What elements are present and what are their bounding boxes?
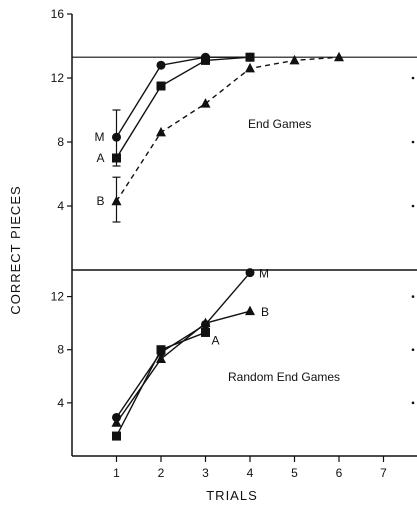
data-point-square xyxy=(156,345,166,355)
data-point-triangle xyxy=(200,98,211,108)
y-tick-label: 8 xyxy=(57,343,64,357)
data-point-circle xyxy=(112,132,121,142)
series-label: B xyxy=(261,305,269,319)
x-tick-label: 5 xyxy=(291,466,298,480)
series-M: M xyxy=(95,52,255,167)
data-point-square xyxy=(112,431,121,441)
x-tick-label: 2 xyxy=(158,466,165,480)
panel-annotation: End Games xyxy=(248,117,311,131)
panel-annotation: Random End Games xyxy=(228,370,340,384)
x-axis: 1 2 3 4 5 6 7 xyxy=(113,456,387,480)
edge-dot xyxy=(411,204,415,208)
x-tick-label: 1 xyxy=(113,466,120,480)
series-line xyxy=(115,56,340,202)
x-tick-label: 7 xyxy=(380,466,387,480)
y-tick-label: 8 xyxy=(57,135,64,149)
y-tick-label: 4 xyxy=(57,199,64,213)
series-label: M xyxy=(95,130,105,144)
series-B: B xyxy=(111,305,269,427)
edge-dot xyxy=(411,348,415,352)
x-tick-label: 4 xyxy=(247,466,254,480)
data-point-square xyxy=(201,55,210,65)
data-point-triangle xyxy=(156,126,166,137)
panel-random-end-games: 4 8 12 M A B Random End Games xyxy=(51,267,415,441)
x-axis-label: TRIALS xyxy=(206,488,258,503)
series-label: A xyxy=(212,333,220,347)
series-line xyxy=(115,56,250,138)
series-label: B xyxy=(96,194,104,208)
x-tick-label: 3 xyxy=(202,466,209,480)
data-point-triangle xyxy=(245,62,255,73)
data-point-circle xyxy=(156,60,166,70)
series-B: B xyxy=(96,51,344,223)
series-A: A xyxy=(96,52,255,165)
series-label: A xyxy=(96,151,104,165)
data-point-triangle xyxy=(200,317,211,328)
data-point-triangle xyxy=(245,305,255,316)
series-line xyxy=(115,272,251,418)
data-point-square xyxy=(112,153,121,163)
data-point-triangle xyxy=(111,417,122,427)
y-tick-label: 4 xyxy=(57,396,64,410)
data-point-square xyxy=(201,327,210,337)
data-point-square xyxy=(245,52,255,62)
series-label: M xyxy=(259,267,269,281)
y-tick-label: 12 xyxy=(51,71,65,85)
data-point-circle xyxy=(245,268,255,278)
data-point-triangle xyxy=(334,51,344,62)
y-tick-label: 12 xyxy=(51,290,65,304)
data-point-triangle xyxy=(156,353,166,364)
data-point-square xyxy=(156,81,166,91)
series-line xyxy=(115,310,251,424)
x-tick-label: 6 xyxy=(336,466,343,480)
y-tick-label: 16 xyxy=(51,7,65,21)
data-point-triangle xyxy=(289,54,300,65)
chart-frame xyxy=(71,14,417,457)
y-axis-label: CORRECT PIECES xyxy=(8,185,23,314)
edge-dot xyxy=(411,76,415,80)
edge-dot xyxy=(411,401,415,405)
edge-dot xyxy=(411,295,415,298)
series-A: A xyxy=(112,327,220,441)
panel-end-games: 4 8 12 16 MA B End Games xyxy=(51,7,417,223)
data-point-triangle xyxy=(111,195,122,206)
edge-dot xyxy=(411,140,415,144)
series-line xyxy=(115,56,251,159)
